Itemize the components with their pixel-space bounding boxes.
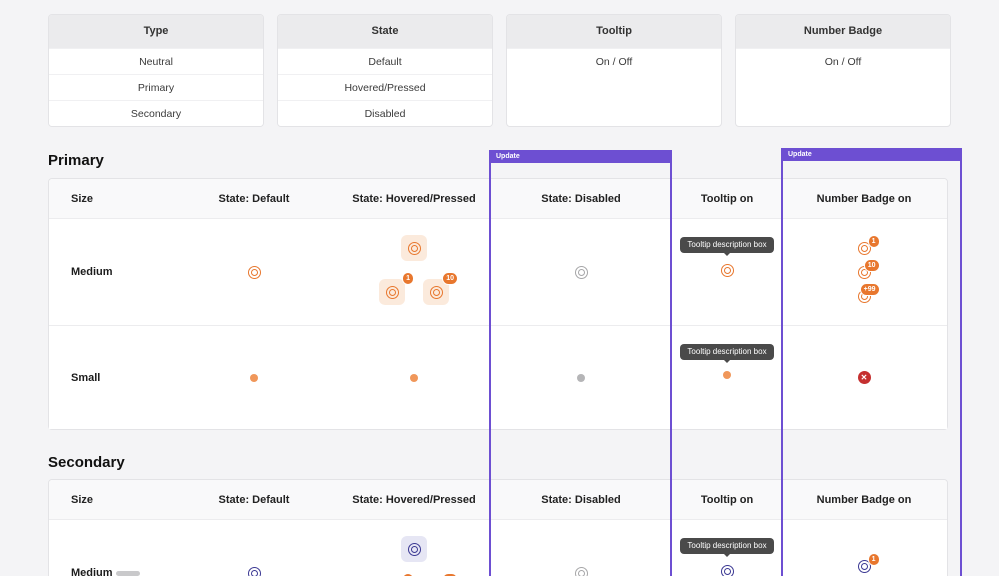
tooltip: Tooltip description box (680, 344, 774, 363)
primary-row-small: Small Tooltip description box (49, 326, 947, 429)
primary-table-header: Size State: Default State: Hovered/Press… (49, 179, 947, 219)
legend-table-state: State Default Hovered/Pressed Disabled (277, 14, 493, 127)
cell-tooltip-on: Tooltip description box (673, 326, 781, 429)
dot-icon-button[interactable] (723, 371, 731, 379)
badged-icon-button[interactable]: 10 (857, 258, 880, 279)
target-icon-disabled (574, 566, 588, 576)
frame-update-tag[interactable]: Update (781, 148, 962, 161)
legend-cell-primary: Primary (49, 74, 263, 100)
badged-icon-button[interactable]: 1 (857, 234, 880, 255)
target-icon (857, 560, 871, 573)
col-tooltip-on: Tooltip on (700, 192, 754, 205)
dot-icon-button[interactable] (250, 373, 258, 382)
legend-table-type: Type Neutral Primary Secondary (48, 14, 264, 127)
row-label-medium: Medium (49, 520, 169, 576)
hovered-icon-button[interactable] (401, 235, 427, 261)
target-icon-disabled (574, 265, 588, 279)
cell-hovered (339, 326, 489, 429)
secondary-spec-table: Size State: Default State: Hovered/Press… (48, 479, 948, 576)
row-label-small: Small (71, 371, 101, 384)
error-icon (857, 371, 871, 384)
row-label-text: Medium (71, 567, 113, 576)
target-icon-button[interactable] (247, 265, 261, 279)
primary-spec-table: Size State: Default State: Hovered/Press… (48, 178, 948, 430)
col-state-disabled: State: Disabled (541, 192, 621, 205)
legend-cell-secondary: Secondary (49, 100, 263, 126)
target-icon (407, 241, 421, 255)
cell-default (169, 219, 339, 325)
target-icon-button[interactable] (247, 566, 261, 576)
legend-header-number-badge: Number Badge (736, 15, 950, 48)
frame-update-tag[interactable]: Update (489, 150, 672, 163)
hovered-icon-button[interactable] (401, 536, 427, 562)
tooltip: Tooltip description box (680, 538, 774, 557)
col-state-hovered: State: Hovered/Pressed (352, 493, 476, 506)
target-icon (429, 285, 443, 299)
primary-row-medium: Medium 1 10 Tooltip description box 1 1 (49, 219, 947, 326)
target-icon-button[interactable] (720, 264, 734, 277)
cell-hovered: 1 10 (339, 520, 489, 576)
col-state-hovered: State: Hovered/Pressed (352, 192, 476, 205)
number-badge: 1 (867, 234, 880, 248)
target-icon (407, 542, 421, 556)
cell-default (169, 520, 339, 576)
col-number-badge-on: Number Badge on (816, 192, 912, 205)
target-icon (385, 285, 399, 299)
col-state-disabled: State: Disabled (541, 493, 621, 506)
legend-header-state: State (278, 15, 492, 48)
cell-tooltip-on: Tooltip description box (673, 520, 781, 576)
dot-icon-button[interactable] (410, 373, 418, 382)
cell-disabled (489, 326, 673, 429)
legend-cell-default: Default (278, 48, 492, 74)
target-icon (857, 241, 871, 255)
cell-number-badge-on: 1 10 +99 (781, 520, 947, 576)
hovered-badged-button[interactable]: 10 (423, 272, 458, 305)
hovered-badged-button[interactable]: 1 (379, 272, 414, 305)
legend-cell-badge-onoff: On / Off (736, 48, 950, 74)
legend-cell-hovered: Hovered/Pressed (278, 74, 492, 100)
cell-hovered: 1 10 (339, 219, 489, 325)
hovered-badged-pair: 1 10 (379, 272, 458, 305)
number-badge: 10 (863, 258, 880, 272)
legend-cell-neutral: Neutral (49, 48, 263, 74)
number-badge: 1 (867, 553, 880, 566)
legend-table-tooltip: Tooltip On / Off (506, 14, 722, 127)
legend-header-type: Type (49, 15, 263, 48)
legend-cell-disabled: Disabled (278, 100, 492, 126)
dot-icon-disabled (577, 373, 585, 382)
col-size: Size (71, 493, 94, 506)
col-state-default: State: Default (218, 493, 290, 506)
cell-disabled (489, 520, 673, 576)
legend-row: Type Neutral Primary Secondary State Def… (48, 14, 951, 127)
section-title-secondary: Secondary (48, 454, 125, 471)
badged-icon-button[interactable]: +99 (857, 282, 880, 303)
col-number-badge-on: Number Badge on (816, 493, 912, 506)
cell-number-badge-on (781, 326, 947, 429)
number-badge: +99 (859, 282, 880, 296)
legend-table-number-badge: Number Badge On / Off (735, 14, 951, 127)
row-label-medium: Medium (71, 266, 113, 278)
cell-number-badge-on: 1 10 +99 (781, 219, 947, 325)
cell-tooltip-on: Tooltip description box (673, 219, 781, 325)
legend-cell-tooltip-onoff: On / Off (507, 48, 721, 74)
tooltip: Tooltip description box (680, 237, 774, 256)
legend-header-tooltip: Tooltip (507, 15, 721, 48)
badged-icon-button[interactable]: 1 (857, 553, 880, 573)
secondary-table-header: Size State: Default State: Hovered/Press… (49, 480, 947, 520)
number-badge: 10 (442, 272, 458, 285)
secondary-row-medium: Medium 1 10 Tooltip description box (49, 520, 947, 576)
target-icon-button[interactable] (720, 565, 734, 576)
strike-decoration (115, 570, 140, 576)
col-size: Size (71, 192, 94, 205)
number-badge: 1 (402, 272, 414, 285)
col-tooltip-on: Tooltip on (700, 493, 754, 506)
cell-default (169, 326, 339, 429)
section-title-primary: Primary (48, 152, 104, 169)
cell-disabled (489, 219, 673, 325)
col-state-default: State: Default (218, 192, 290, 205)
